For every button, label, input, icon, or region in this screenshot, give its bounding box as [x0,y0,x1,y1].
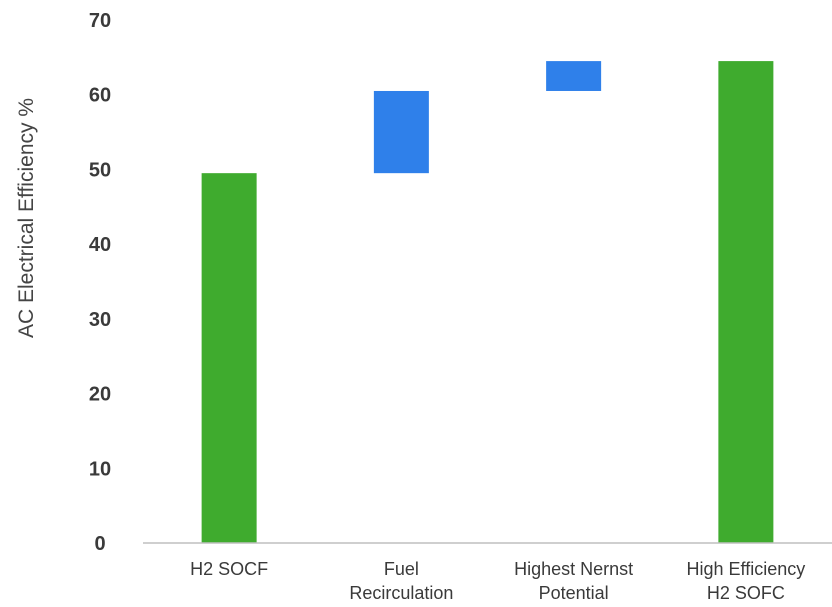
x-tick-label: Highest Nernst Potential [514,559,633,603]
y-tick-label: 50 [89,159,111,181]
y-axis-ticks: 0 10 20 30 40 50 60 70 [89,10,111,555]
x-tick-label: Fuel Recirculation [349,559,453,603]
y-tick-label: 60 [89,85,111,107]
y-tick-label: 10 [89,458,111,480]
y-tick-label: 20 [89,384,111,406]
x-axis-ticks: H2 SOCF Fuel Recirculation Highest Nernst Po… [190,559,805,603]
bar-increase [373,90,429,174]
x-tick-label-line: Highest Nernst [514,559,633,579]
y-tick-label: 40 [89,234,111,256]
bars [201,61,774,543]
x-tick-label-line: Recirculation [349,583,453,603]
y-tick-label: 70 [89,10,111,32]
x-tick-label-line: Fuel [384,559,419,579]
x-tick-label: High Efficiency H2 SOFC [687,559,806,603]
x-tick-label-line: H2 SOCF [190,559,268,579]
x-tick-label-line: High Efficiency [687,559,806,579]
y-tick-label: 30 [89,309,111,331]
x-tick-label-line: Potential [539,583,609,603]
bar-total [201,173,257,543]
x-tick-label-line: H2 SOFC [707,583,785,603]
bar-total [718,61,774,543]
y-axis-label: AC Electrical Efficiency % [15,98,38,338]
y-tick-label: 0 [94,533,105,555]
x-tick-label: H2 SOCF [190,559,268,579]
bar-increase [546,61,602,91]
